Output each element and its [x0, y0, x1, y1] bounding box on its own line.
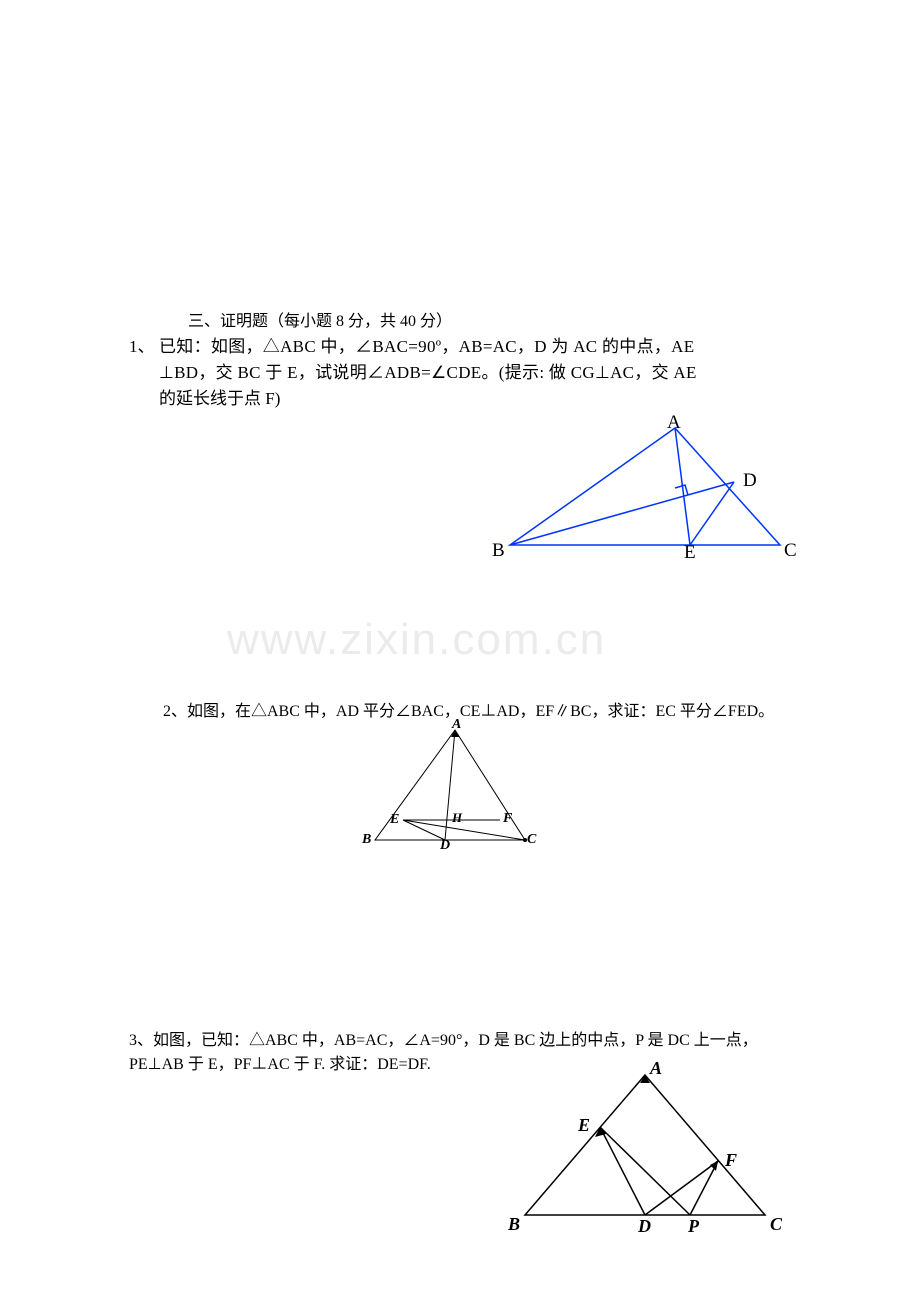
fig2-label-c: C [527, 832, 536, 848]
fig3-label-e: E [578, 1115, 590, 1136]
figure-1 [500, 420, 800, 580]
p2-num: 2、 [163, 697, 187, 721]
p3-num: 3、 [129, 1026, 153, 1050]
fig2-label-a: A [452, 717, 461, 733]
fig2-label-d: D [440, 838, 450, 854]
section-header: 三、证明题（每小题 8 分，共 40 分） [188, 307, 452, 331]
p3-line2: PE⊥AB 于 E，PF⊥AC 于 F. 求证：DE=DF. [129, 1050, 431, 1074]
fig3-label-b: B [508, 1214, 520, 1235]
fig3-label-d: D [638, 1216, 651, 1237]
fig2-label-e: E [390, 812, 399, 828]
fig1-label-d: D [743, 470, 757, 492]
figure-2 [355, 725, 555, 855]
fig1-label-c: C [784, 540, 797, 562]
p1-line3: 的延长线于点 F) [159, 384, 280, 409]
watermark-text: www.zixin.com.cn [227, 615, 606, 665]
p2-text: 如图，在△ABC 中，AD 平分∠BAC，CE⊥AD，EF∥BC，求证：EC 平… [187, 697, 774, 721]
fig2-label-f: F [503, 811, 512, 827]
p1-num: 1、 [129, 332, 155, 357]
fig3-label-p: P [688, 1216, 699, 1237]
fig3-label-f: F [725, 1150, 737, 1171]
p1-line2: ⊥BD，交 BC 于 E，试说明∠ADB=∠CDE。(提示: 做 CG⊥AC，交… [159, 358, 697, 383]
fig1-label-b: B [492, 540, 505, 562]
fig1-label-e: E [684, 542, 696, 564]
fig1-label-a: A [667, 412, 681, 434]
fig2-label-b: B [362, 832, 371, 848]
p1-line1: 已知：如图，△ABC 中，∠BAC=90º，AB=AC，D 为 AC 的中点，A… [159, 332, 694, 357]
fig3-label-c: C [770, 1214, 782, 1235]
fig3-label-a: A [650, 1058, 662, 1079]
p3-line1: 如图，已知：△ABC 中，AB=AC，∠A=90°，D 是 BC 边上的中点，P… [153, 1026, 758, 1050]
figure-3 [500, 1065, 800, 1235]
fig2-label-h: H [452, 810, 462, 826]
